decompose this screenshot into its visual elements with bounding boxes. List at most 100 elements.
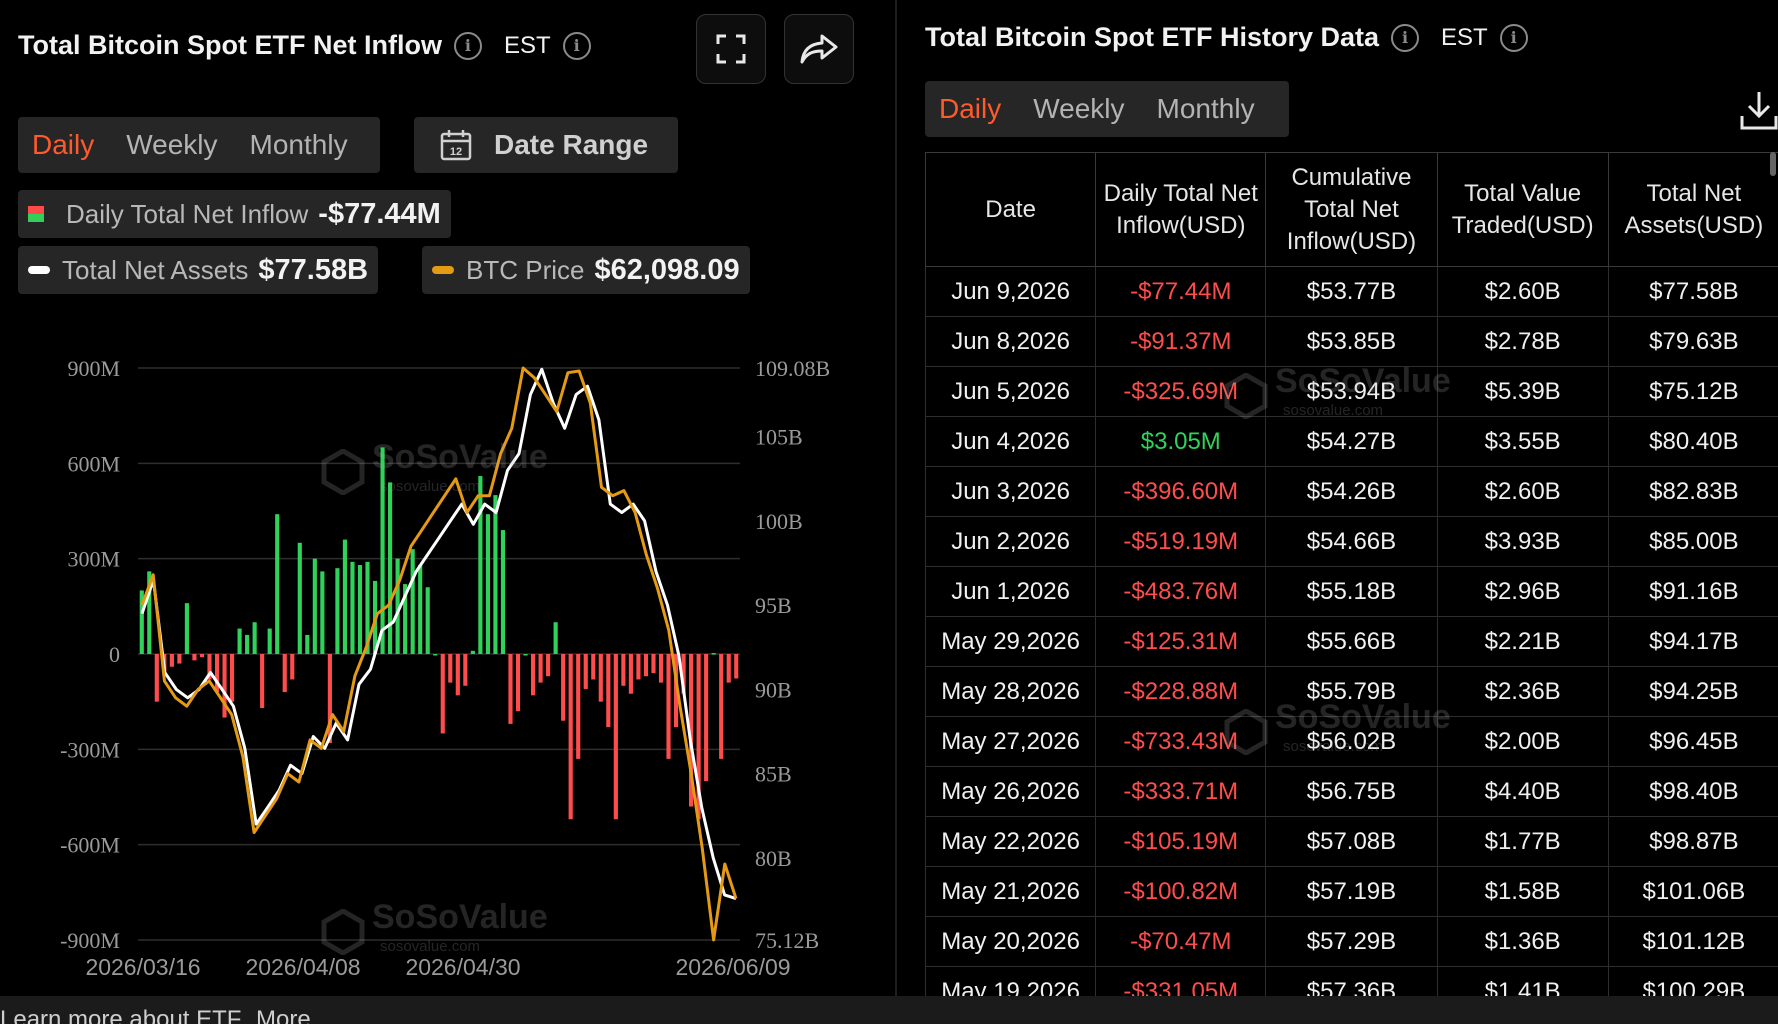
tab-monthly[interactable]: Monthly bbox=[249, 129, 348, 160]
cell-cumulative-inflow: $55.66B bbox=[1265, 616, 1438, 667]
cell-cumulative-inflow: $53.85B bbox=[1265, 316, 1438, 367]
cell-date: May 29,2026 bbox=[924, 616, 1097, 667]
cell-daily-inflow: -$91.37M bbox=[1095, 316, 1267, 367]
table-row[interactable]: May 21,2026 -$100.82M $57.19B $1.58B $101.06… bbox=[924, 866, 1778, 917]
inflow-bar bbox=[245, 634, 250, 654]
share-button[interactable] bbox=[784, 14, 854, 84]
table-scrollbar[interactable] bbox=[1770, 152, 1776, 176]
cell-cumulative-inflow: $55.79B bbox=[1265, 666, 1438, 717]
cell-daily-inflow: -$100.82M bbox=[1095, 866, 1267, 917]
x-tick-label: 2026/04/08 bbox=[245, 954, 360, 980]
cell-daily-inflow: $3.05M bbox=[1095, 416, 1267, 467]
inflow-bar bbox=[613, 654, 618, 820]
cell-net-assets: $79.63B bbox=[1607, 316, 1778, 367]
cell-value-traded: $1.77B bbox=[1436, 816, 1609, 867]
cell-value-traded: $2.60B bbox=[1436, 466, 1609, 517]
cell-cumulative-inflow: $53.77B bbox=[1265, 266, 1438, 317]
tab-monthly[interactable]: Monthly bbox=[1156, 93, 1255, 124]
tab-weekly[interactable]: Weekly bbox=[126, 129, 218, 160]
inflow-bar bbox=[380, 447, 385, 654]
cell-date: Jun 4,2026 bbox=[924, 416, 1097, 467]
inflow-bar bbox=[530, 654, 536, 696]
table-row[interactable]: Jun 8,2026 -$91.37M $53.85B $2.78B $79.63B bbox=[924, 316, 1778, 367]
cell-date: May 26,2026 bbox=[924, 766, 1097, 817]
column-header-value-traded[interactable]: Total Value Traded(USD) bbox=[1436, 152, 1609, 267]
cell-date: May 20,2026 bbox=[924, 916, 1097, 967]
tab-daily[interactable]: Daily bbox=[939, 93, 1002, 124]
inflow-bar bbox=[704, 654, 709, 782]
net-inflow-title-row: Total Bitcoin Spot ETF Net Inflow i EST … bbox=[18, 30, 591, 61]
net-inflow-period-tabs: Daily Weekly Monthly bbox=[18, 117, 380, 173]
inflow-bar bbox=[252, 622, 257, 654]
column-header-date[interactable]: Date bbox=[924, 152, 1097, 267]
inflow-bar bbox=[433, 654, 438, 656]
inflow-bar bbox=[448, 654, 453, 683]
column-header-cumulative-inflow[interactable]: Cumulative Total Net Inflow(USD) bbox=[1265, 152, 1438, 267]
svg-text:12: 12 bbox=[450, 146, 462, 158]
tab-daily[interactable]: Daily bbox=[32, 129, 95, 160]
cell-net-assets: $85.00B bbox=[1607, 516, 1778, 567]
cell-cumulative-inflow: $57.29B bbox=[1265, 916, 1438, 967]
net-inflow-chart[interactable]: 900M 600M 300M 0 -300M -600M -900M 109.08B 105B 1… bbox=[0, 330, 895, 990]
inflow-bar bbox=[312, 558, 317, 654]
history-table: Date Daily Total Net Inflow(USD) Cumulat… bbox=[924, 152, 1778, 996]
cell-daily-inflow: -$70.47M bbox=[1095, 916, 1267, 967]
footer-more-link[interactable]: More bbox=[256, 1006, 311, 1024]
inflow-bar bbox=[696, 654, 701, 820]
info-icon[interactable]: i bbox=[1499, 23, 1528, 52]
net-inflow-panel: Total Bitcoin Spot ETF Net Inflow i EST … bbox=[0, 0, 895, 996]
info-icon[interactable]: i bbox=[562, 31, 591, 60]
download-icon[interactable] bbox=[1739, 88, 1778, 132]
cell-daily-inflow: -$333.71M bbox=[1095, 766, 1267, 817]
table-row[interactable]: Jun 1,2026 -$483.76M $55.18B $2.96B $91.16B bbox=[924, 566, 1778, 617]
history-data-panel: Total Bitcoin Spot ETF History Data i ES… bbox=[897, 0, 1778, 996]
y-right-tick-label: 100B bbox=[755, 509, 803, 534]
inflow-bar bbox=[320, 571, 325, 654]
fullscreen-button[interactable] bbox=[696, 14, 766, 84]
info-icon[interactable]: i bbox=[453, 31, 482, 60]
y-right-tick-label: 85B bbox=[755, 762, 792, 787]
tab-weekly[interactable]: Weekly bbox=[1033, 93, 1125, 124]
inflow-bar bbox=[553, 622, 558, 654]
table-row[interactable]: Jun 2,2026 -$519.19M $54.66B $3.93B $85.00B bbox=[924, 516, 1778, 567]
inflow-bar bbox=[719, 654, 724, 759]
table-row[interactable]: Jun 4,2026 $3.05M $54.27B $3.55B $80.40B bbox=[924, 416, 1778, 467]
table-row[interactable]: May 29,2026 -$125.31M $55.66B $2.21B $94.17B bbox=[924, 616, 1778, 667]
net-inflow-title: Total Bitcoin Spot ETF Net Inflow bbox=[18, 30, 442, 60]
table-row[interactable]: Jun 9,2026 -$77.44M $53.77B $2.60B $77.58B bbox=[924, 266, 1778, 317]
table-row[interactable]: May 27,2026 -$733.43M $56.02B $2.00B $96.45B bbox=[924, 716, 1778, 767]
cell-daily-inflow: -$325.69M bbox=[1095, 366, 1267, 417]
table-row[interactable]: May 26,2026 -$333.71M $56.75B $4.40B $98.40B bbox=[924, 766, 1778, 817]
table-row[interactable]: Jun 5,2026 -$325.69M $53.94B $5.39B $75.12B bbox=[924, 366, 1778, 417]
inflow-bar bbox=[335, 568, 340, 654]
legend-net-assets[interactable]: Total Net Assets $77.58B bbox=[18, 246, 379, 294]
table-row[interactable]: May 22,2026 -$105.19M $57.08B $1.77B $98.87B bbox=[924, 816, 1778, 867]
inflow-bar bbox=[470, 650, 475, 654]
inflow-bar bbox=[177, 654, 182, 664]
inflow-bar bbox=[561, 654, 566, 721]
column-header-daily-inflow[interactable]: Daily Total Net Inflow(USD) bbox=[1095, 152, 1267, 267]
inflow-bar bbox=[260, 654, 265, 709]
table-row[interactable]: May 20,2026 -$70.47M $57.29B $1.36B $101.12B bbox=[924, 916, 1778, 967]
inflow-bar bbox=[305, 634, 310, 654]
x-tick-label: 2026/03/16 bbox=[85, 954, 200, 980]
legend-btc-price[interactable]: BTC Price $62,098.09 bbox=[422, 246, 750, 294]
inflow-bar bbox=[327, 654, 332, 743]
table-row[interactable]: May 28,2026 -$228.88M $55.79B $2.36B $94.25B bbox=[924, 666, 1778, 717]
cell-daily-inflow: -$483.76M bbox=[1095, 566, 1267, 617]
legend-value: $62,098.09 bbox=[594, 253, 740, 286]
table-header-row: Date Daily Total Net Inflow(USD) Cumulat… bbox=[924, 152, 1778, 267]
table-row[interactable]: May 19,2026 -$331.05M $57.36B $1.41B $100.29… bbox=[924, 966, 1778, 996]
table-row[interactable]: Jun 3,2026 -$396.60M $54.26B $2.60B $82.83B bbox=[924, 466, 1778, 517]
y-left-tick-label: 300M bbox=[67, 547, 120, 572]
cell-value-traded: $2.36B bbox=[1436, 666, 1609, 717]
inflow-bar bbox=[726, 654, 731, 683]
cell-cumulative-inflow: $53.94B bbox=[1265, 366, 1438, 417]
column-header-net-assets[interactable]: Total Net Assets(USD) bbox=[1607, 152, 1778, 267]
date-range-button[interactable]: 12 Date Range bbox=[414, 117, 678, 173]
panel-divider bbox=[895, 0, 897, 996]
info-icon[interactable]: i bbox=[1391, 23, 1420, 52]
inflow-bar bbox=[403, 584, 408, 654]
legend-net-inflow[interactable]: Daily Total Net Inflow -$77.44M bbox=[18, 190, 451, 238]
cell-net-assets: $96.45B bbox=[1607, 716, 1778, 767]
